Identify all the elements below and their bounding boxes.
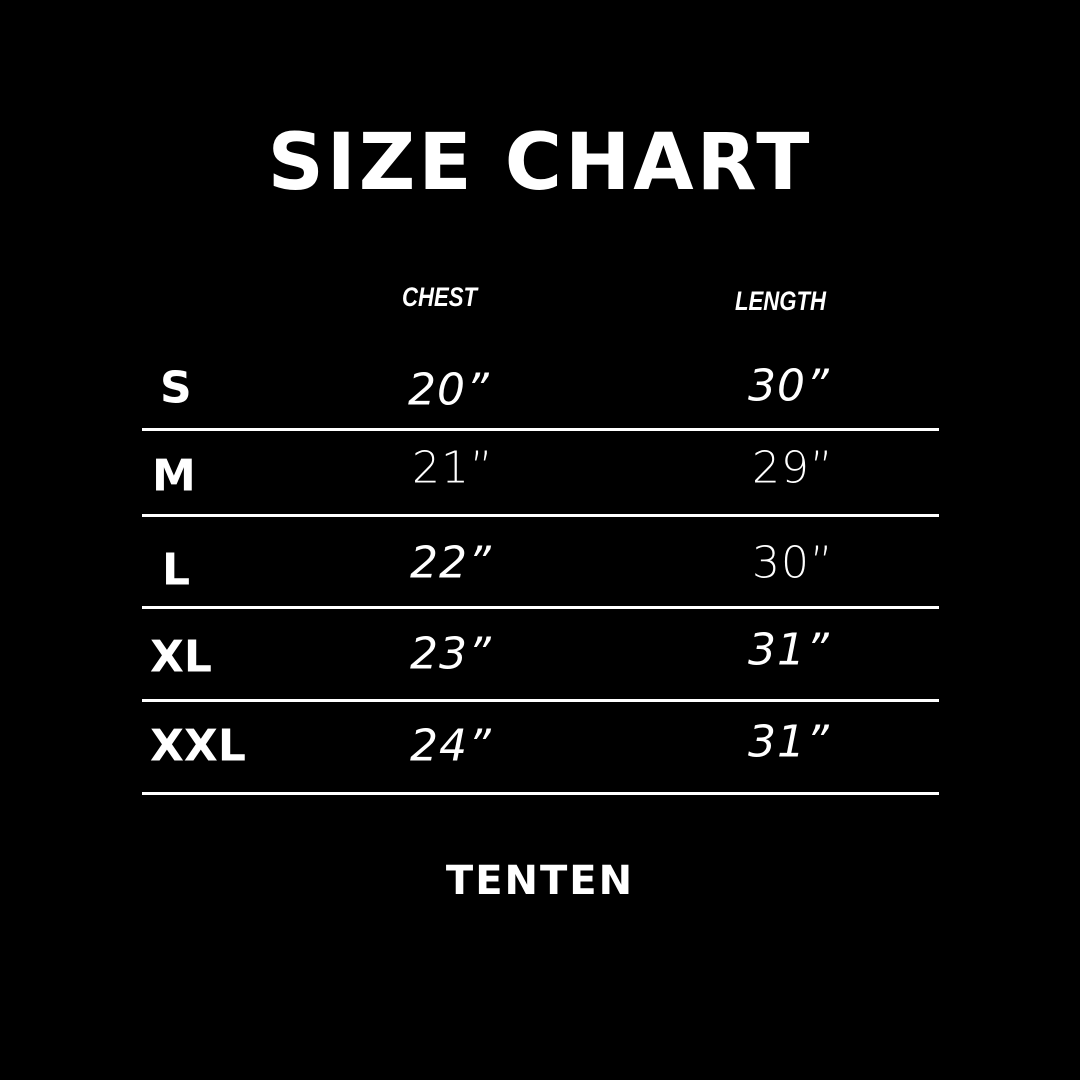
length-value: 29” (752, 442, 834, 494)
row-divider (142, 606, 939, 609)
brand-logo: TENTEN (445, 858, 635, 904)
row-divider (142, 792, 939, 795)
page-title: SIZE CHART (267, 118, 813, 208)
chest-value: 23” (410, 628, 492, 680)
chest-value: 20” (408, 364, 490, 416)
size-label: XXL (150, 720, 246, 772)
chest-value: 21” (412, 442, 494, 494)
size-label: M (152, 450, 196, 502)
length-value: 31” (748, 716, 830, 768)
size-label: XL (150, 631, 212, 683)
row-divider (142, 699, 939, 702)
column-header-chest: CHEST (402, 282, 478, 312)
size-label: S (160, 362, 192, 414)
chest-value: 22” (410, 537, 492, 589)
row-divider (142, 428, 939, 431)
row-divider (142, 514, 939, 517)
chest-value: 24” (410, 720, 492, 772)
length-value: 30” (752, 537, 834, 589)
length-value: 30” (748, 360, 830, 412)
size-label: L (162, 544, 191, 596)
column-header-length: LENGTH (735, 286, 827, 316)
length-value: 31” (748, 624, 830, 676)
